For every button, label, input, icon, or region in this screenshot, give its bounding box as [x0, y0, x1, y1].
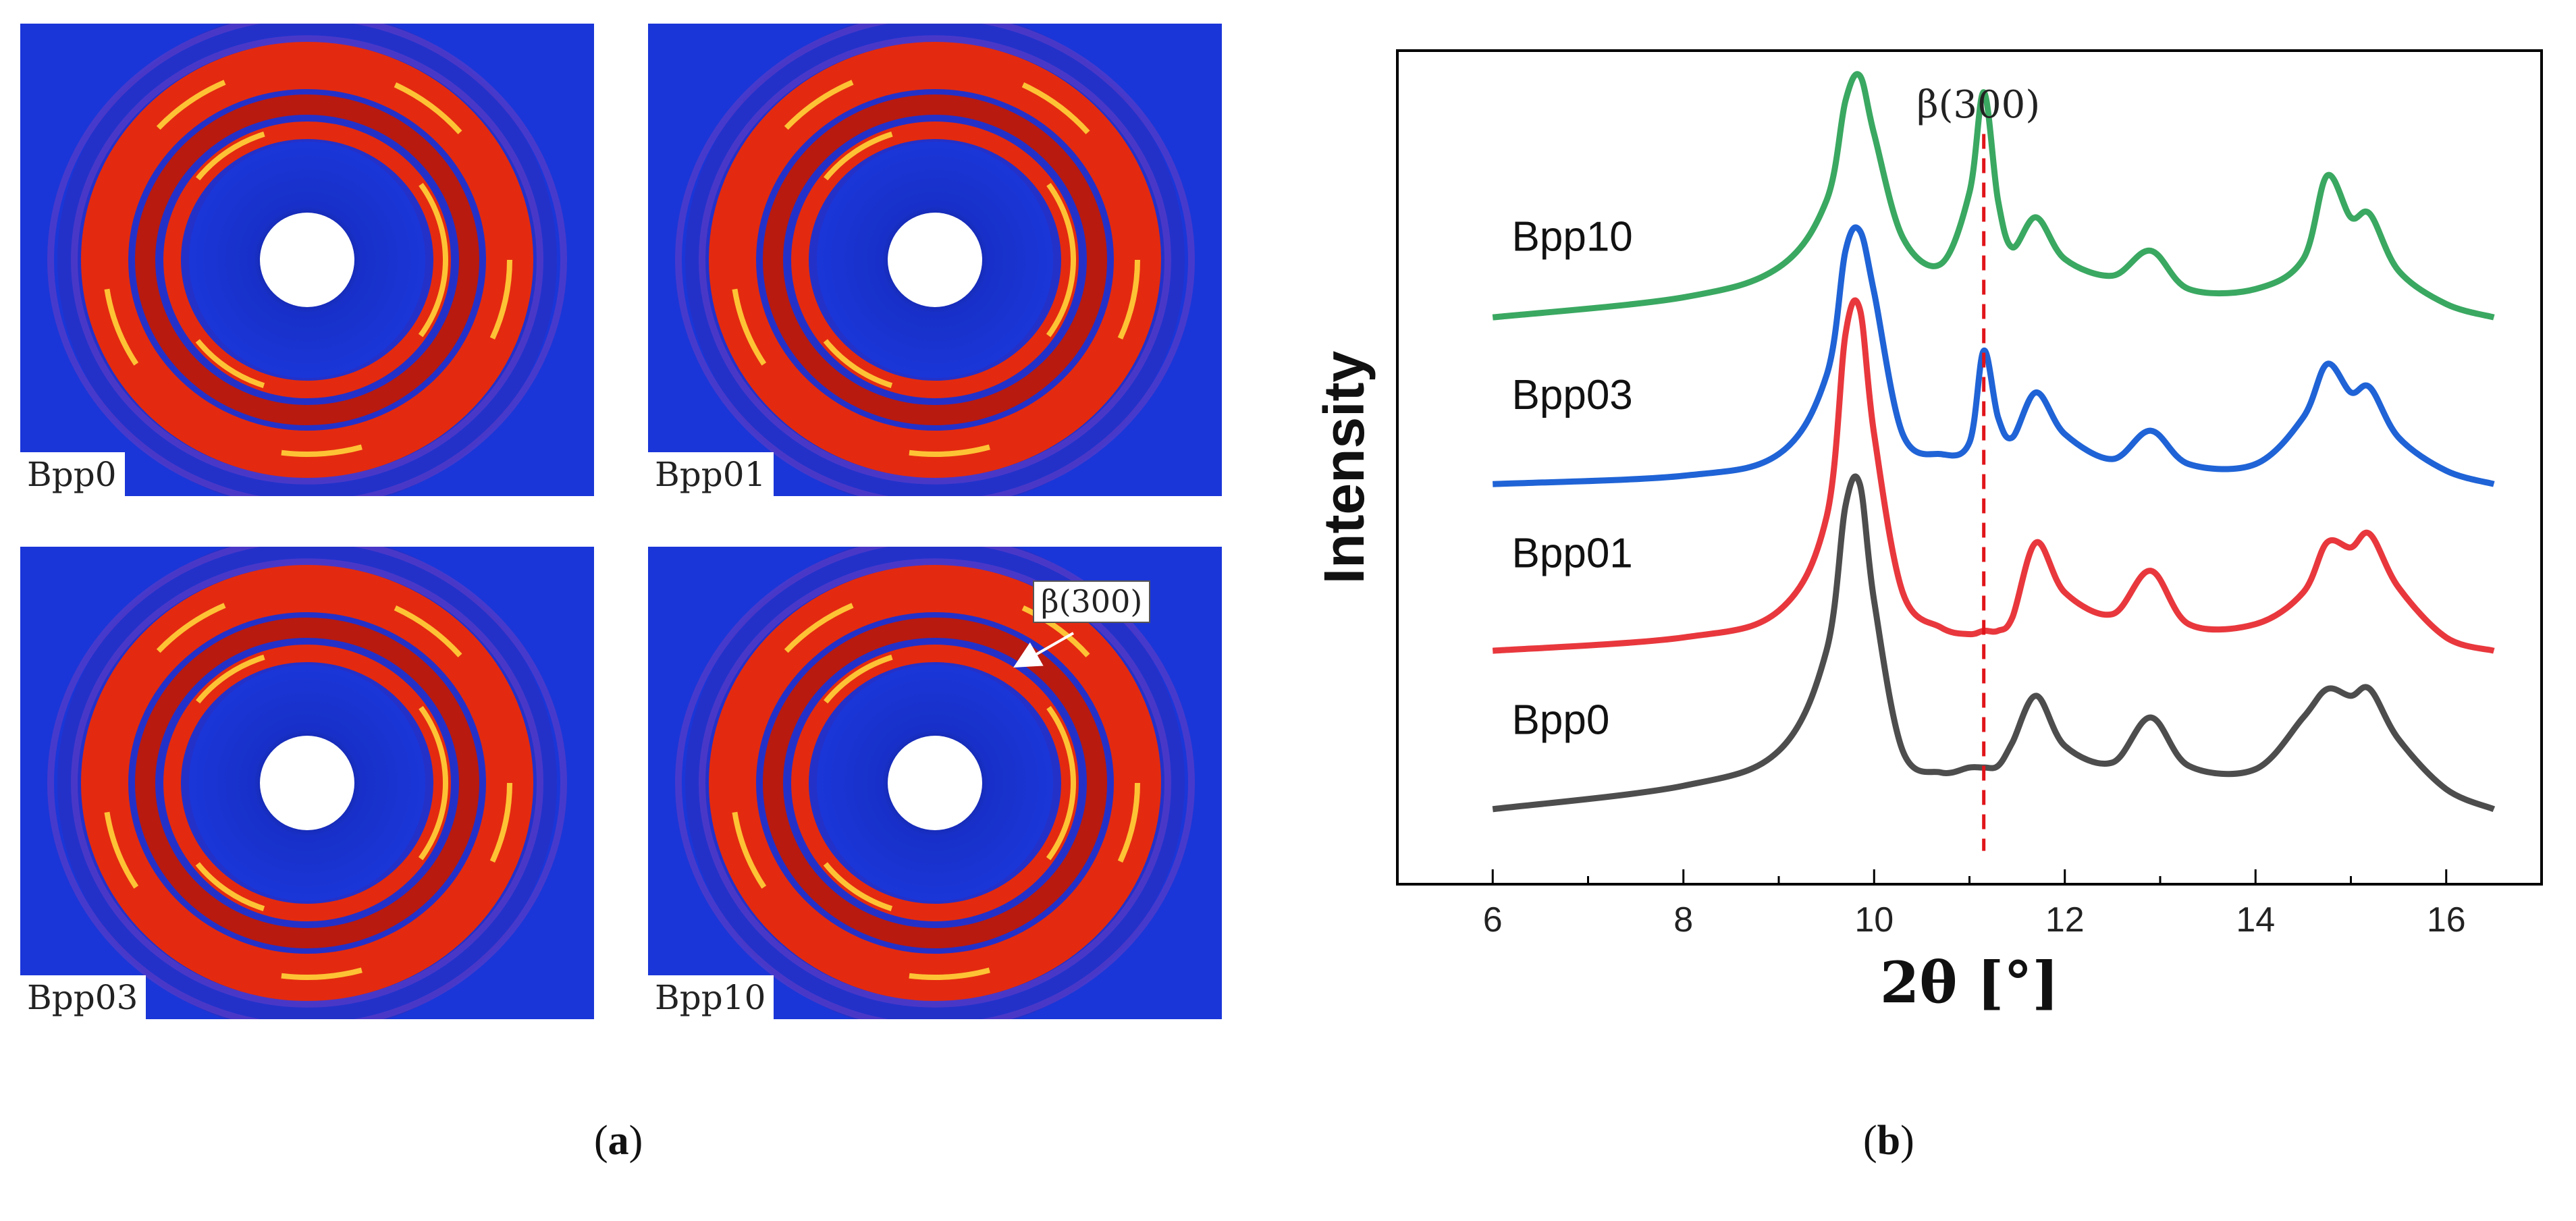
x-tick-label: 16 [2427, 900, 2466, 940]
diffraction-image-bpp01: Bpp01 [648, 24, 1222, 496]
diffraction-image-bpp10: Bpp10 β(300) [648, 547, 1222, 1019]
series-line-bpp10 [1492, 71, 2495, 321]
image-label-bpp10: Bpp10 [648, 975, 774, 1019]
x-tick-label: 8 [1673, 900, 1693, 940]
diffraction-image-bpp0: Bpp0 [20, 24, 594, 496]
diffraction-pattern [20, 24, 594, 496]
beta-300-marker-label: β(300) [1916, 83, 2040, 127]
series-label-bpp03: Bpp03 [1512, 372, 1633, 418]
series-line-bpp03 [1493, 224, 2495, 487]
image-label-bpp0: Bpp0 [20, 452, 125, 496]
caption-a: (a) [594, 1118, 643, 1164]
x-tick-label: 10 [1854, 900, 1894, 940]
diffraction-pattern [648, 24, 1222, 496]
x-tick-label: 6 [1483, 900, 1503, 940]
diffraction-pattern [648, 547, 1222, 1019]
caption-b: (b) [1863, 1118, 1914, 1164]
diffraction-pattern [20, 547, 594, 1019]
series-line-bpp0 [1492, 473, 2496, 813]
x-tick-label: 12 [2045, 900, 2085, 940]
beta-300-callout: β(300) [1033, 580, 1151, 624]
y-axis-label: Intensity [1312, 351, 1376, 585]
series-label-bpp01: Bpp01 [1512, 531, 1633, 577]
image-label-bpp03: Bpp03 [20, 975, 146, 1019]
xrd-chart: 6 8 10 12 14 16 2θ [°] Intensity β(300) Bpp10 Bp… [1312, 49, 2543, 1016]
series-label-bpp10: Bpp10 [1512, 213, 1633, 260]
diffraction-image-bpp03: Bpp03 [20, 547, 594, 1019]
callout-arrow-icon [1013, 632, 1074, 668]
series-label-bpp0: Bpp0 [1512, 697, 1610, 744]
series-line-bpp01 [1492, 297, 2495, 654]
x-axis-label: 2θ [°] [1880, 949, 2059, 1016]
x-tick-label: 14 [2236, 900, 2275, 940]
image-label-bpp01: Bpp01 [648, 452, 774, 496]
